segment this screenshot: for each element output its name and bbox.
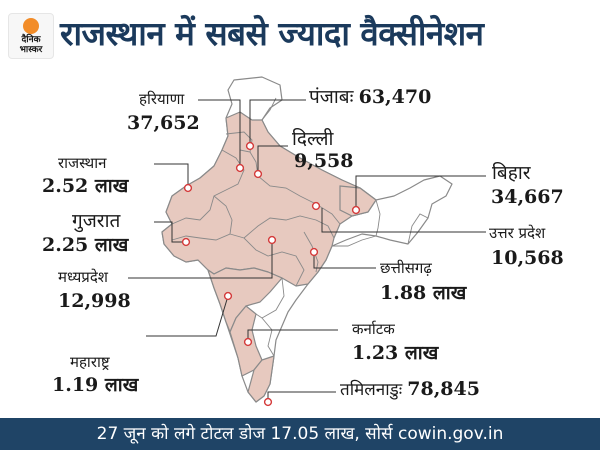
marker-haryana <box>235 163 245 173</box>
leader-mp <box>128 240 273 279</box>
label-rajasthan-value: 2.52 लाख <box>42 175 129 197</box>
label-gujarat-name: गुजरात <box>72 210 121 232</box>
marker-mp <box>267 235 277 245</box>
label-maharashtra-name: महाराष्ट्र <box>70 353 110 371</box>
label-rajasthan-name: राजस्थान <box>58 154 107 172</box>
marker-karnataka <box>243 337 253 347</box>
leader-gujarat <box>154 221 184 243</box>
leader-maharashtra <box>146 295 229 337</box>
marker-chhattisgarh <box>309 247 319 257</box>
label-up-value: 10,568 <box>491 247 564 269</box>
label-punjab: पंजाबः 63,470 <box>309 88 431 107</box>
leader-lines <box>128 99 486 400</box>
marker-tamilnadu <box>263 397 273 407</box>
label-tamilnadu-value: 78,845 <box>407 378 480 400</box>
label-karnataka-name: कर्नाटक <box>352 320 395 338</box>
label-bihar-value: 34,667 <box>491 186 564 208</box>
leader-rajasthan <box>154 163 189 186</box>
label-maharashtra-value: 1.19 लाख <box>52 374 139 396</box>
dainik-bhaskar-logo: दैनिक भास्कर <box>8 13 54 59</box>
label-haryana-value: 37,652 <box>127 112 200 134</box>
label-karnataka-value: 1.23 लाख <box>352 342 439 364</box>
leader-bihar <box>355 175 486 210</box>
label-haryana-name: हरियाणा <box>139 90 185 108</box>
label-chhattisgarh-value: 1.88 लाख <box>380 282 467 304</box>
label-up-name: उत्तर प्रदेश <box>489 224 546 242</box>
leader-karnataka <box>247 329 338 340</box>
marker-rajasthan <box>183 183 193 193</box>
label-gujarat-value: 2.25 लाख <box>42 234 129 256</box>
marker-gujarat <box>181 237 191 247</box>
marker-punjab <box>245 141 255 151</box>
marker-delhi <box>253 169 263 179</box>
logo-line-1: दैनिक <box>21 35 41 45</box>
label-chhattisgarh-name: छत्तीसगढ़ <box>380 259 432 277</box>
label-tamilnadu-name: तमिलनाडुः <box>340 380 403 400</box>
label-mp-name: मध्यप्रदेश <box>58 268 109 286</box>
highlight-bihar <box>339 185 377 217</box>
marker-maharashtra <box>223 291 233 301</box>
label-mp-value: 12,998 <box>58 290 131 312</box>
label-punjab-value: 63,470 <box>358 86 432 108</box>
logo-line-2: भास्कर <box>19 45 43 55</box>
leader-delhi <box>257 145 288 172</box>
markers <box>181 141 361 407</box>
label-delhi-value: 9,558 <box>294 150 354 172</box>
leader-tamilnadu <box>267 391 336 400</box>
leader-haryana <box>198 99 241 168</box>
leader-chhattisgarh <box>313 252 376 269</box>
label-delhi-name: दिल्ली <box>292 128 334 150</box>
label-tamilnadu: तमिलनाडुः 78,845 <box>340 380 480 399</box>
label-punjab-name: पंजाबः <box>309 86 354 108</box>
footer-caption: 27 जून को लगे टोटल डोज 17.05 लाख, सोर्स … <box>0 418 600 450</box>
marker-bihar <box>351 205 361 215</box>
highlight-tamilnadu <box>247 355 275 403</box>
leader-punjab <box>249 99 306 146</box>
sun-icon <box>23 18 39 34</box>
leader-up <box>321 208 486 233</box>
marker-up <box>311 201 321 211</box>
label-bihar-name: बिहार <box>492 162 531 184</box>
page-title: राजस्थान में सबसे ज्यादा वैक्सीनेशन <box>60 14 484 53</box>
